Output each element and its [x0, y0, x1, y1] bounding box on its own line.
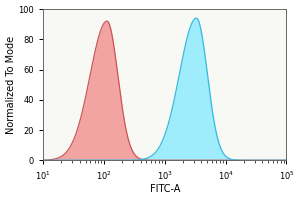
- X-axis label: FITC-A: FITC-A: [150, 184, 180, 194]
- Y-axis label: Normalized To Mode: Normalized To Mode: [6, 36, 16, 134]
